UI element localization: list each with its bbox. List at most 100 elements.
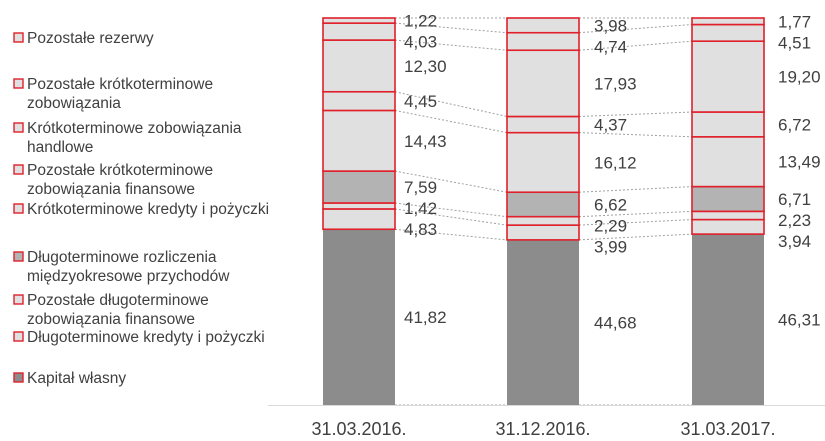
legend-label: Długoterminowe kredyty i pożyczki: [27, 329, 265, 346]
bar-segment: [322, 170, 396, 204]
value-labels: 41,82 4,83 1,42 7,59 14,43 4,45 12,30 4,03 1,22 4…: [404, 12, 821, 333]
value-label: 3,98: [594, 16, 627, 35]
value-label: 2,23: [778, 211, 811, 230]
bar-segment: [506, 49, 580, 118]
value-label: 41,82: [404, 308, 447, 327]
legend-label: Pozostałe krótkoterminowe: [27, 162, 213, 179]
value-label: 4,83: [404, 220, 437, 239]
legend-label: Pozostałe rezerwy: [27, 30, 154, 47]
connector-line: [578, 219, 693, 226]
bar-segment: [322, 90, 396, 112]
legend-label: Pozostałe krótkoterminowe: [27, 76, 213, 93]
legend-swatch: [13, 164, 24, 175]
value-label: 46,31: [778, 311, 821, 330]
legend-swatch: [13, 122, 24, 133]
bar-segment: [691, 210, 765, 221]
bar-segment: [506, 131, 580, 194]
value-label: 4,37: [594, 116, 627, 135]
bar-segment: [691, 40, 765, 113]
value-label: 19,20: [778, 68, 821, 87]
connector-line: [578, 210, 693, 218]
bar-segment: [322, 17, 396, 24]
bar-segment: [691, 17, 765, 26]
value-label: 7,59: [404, 178, 437, 197]
value-label: 3,94: [778, 232, 811, 251]
bar-segment: [322, 22, 396, 41]
bar-segment: [323, 229, 395, 405]
connector-line: [394, 170, 508, 193]
connector-line: [394, 39, 508, 51]
bar-segment: [322, 109, 396, 172]
legend-swatch: [13, 78, 24, 89]
legend-swatch: [13, 294, 24, 305]
x-tick-label: 31.03.2017.: [680, 419, 775, 439]
bar-segment: [691, 23, 765, 42]
value-label: 1,77: [778, 12, 811, 31]
connector-line: [578, 186, 693, 193]
connector-line: [578, 233, 693, 241]
legend-label: zobowiązania: [27, 95, 121, 112]
legend-label: Kapitał własny: [27, 370, 126, 387]
legend-swatch: [13, 32, 24, 43]
connector-line: [578, 111, 693, 117]
bar-segment: [691, 111, 765, 138]
bar-segment: [506, 17, 580, 34]
legend-label: Krótkoterminowe zobowiązania: [27, 120, 242, 137]
value-label: 6,72: [778, 115, 811, 134]
bar-segment: [322, 208, 396, 231]
legend-label: Krótkoterminowe kredyty i pożyczki: [27, 201, 269, 218]
value-label: 12,30: [404, 57, 447, 76]
connector-line: [394, 208, 508, 226]
legend: Pozostałe rezerwy Pozostałe krótkotermino…: [13, 30, 269, 387]
bar-segment: [691, 218, 765, 235]
connector-line: [394, 109, 508, 134]
connector-line: [394, 91, 508, 117]
value-label: 44,68: [594, 313, 637, 332]
bar-segment: [692, 234, 764, 405]
connector-line: [578, 24, 693, 34]
legend-label: zobowiązania finansowe: [27, 181, 195, 198]
value-label: 6,71: [778, 190, 811, 209]
connector-line: [578, 40, 693, 51]
legend-label: handlowe: [27, 139, 93, 156]
value-label: 4,03: [404, 33, 437, 52]
value-label: 3,99: [594, 237, 627, 256]
bar-segment: [322, 202, 396, 210]
bar-segment: [506, 115, 580, 134]
bar-segment: [691, 136, 765, 188]
bar-segment: [506, 215, 580, 226]
bar-segment: [506, 224, 580, 241]
connector-line: [394, 202, 508, 218]
legend-label: międzyokresowe przychodów: [27, 268, 230, 285]
x-tick-label: 31.12.2016.: [495, 419, 590, 439]
value-label: 4,45: [404, 92, 437, 111]
legend-swatch: [13, 372, 24, 383]
legend-swatch: [13, 203, 24, 214]
connector-line: [394, 228, 508, 241]
value-label: 2,29: [594, 216, 627, 235]
value-label: 16,12: [594, 153, 637, 172]
value-label: 4,51: [778, 33, 811, 52]
value-label: 1,22: [404, 12, 437, 31]
connector-line: [578, 132, 693, 138]
x-tick-label: 31.03.2016.: [311, 419, 406, 439]
legend-label: Pozostałe długoterminowe: [27, 292, 209, 309]
value-label: 4,74: [594, 37, 627, 56]
connector-line: [394, 22, 508, 34]
value-label: 6,62: [594, 195, 627, 214]
legend-swatch: [13, 331, 24, 342]
value-label: 1,42: [404, 199, 437, 218]
legend-label: Długoterminowe rozliczenia: [27, 249, 217, 266]
bars: [322, 17, 765, 405]
value-label: 13,49: [778, 153, 821, 172]
value-label: 14,43: [404, 132, 447, 151]
bar-segment: [322, 39, 396, 93]
legend-swatch: [13, 251, 24, 262]
bar-segment: [507, 239, 579, 405]
bar-segment: [506, 191, 580, 218]
bar-segment: [691, 185, 765, 213]
value-label: 17,93: [594, 74, 637, 93]
bar-segment: [506, 31, 580, 52]
legend-label: zobowiązania finansowe: [27, 311, 195, 328]
